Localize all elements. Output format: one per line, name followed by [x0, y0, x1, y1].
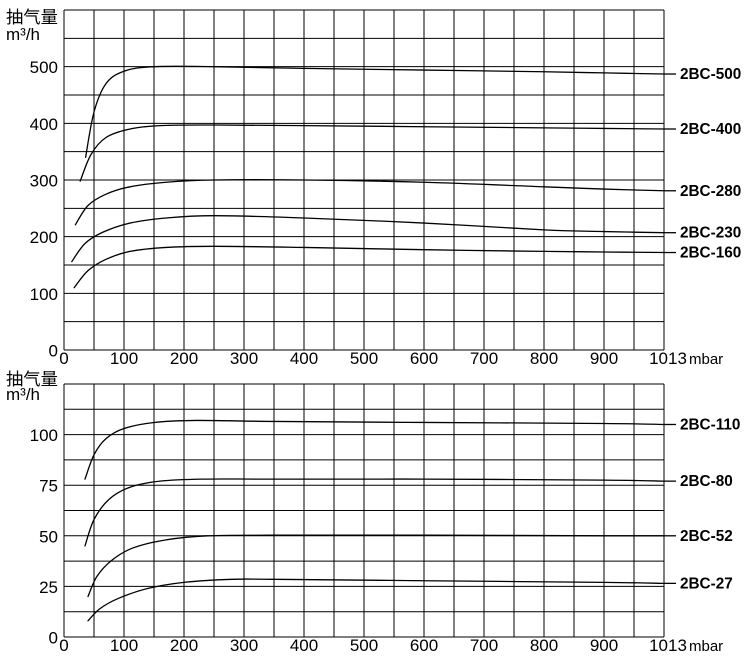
svg-text:2BC-400: 2BC-400 [680, 121, 741, 138]
svg-text:100: 100 [110, 349, 138, 368]
svg-text:500: 500 [350, 636, 378, 655]
svg-text:500: 500 [350, 349, 378, 368]
svg-text:600: 600 [410, 636, 438, 655]
svg-text:2BC-110: 2BC-110 [680, 416, 740, 433]
svg-text:mbar: mbar [689, 638, 723, 655]
svg-text:0: 0 [59, 349, 68, 368]
svg-text:抽气量: 抽气量 [6, 7, 58, 27]
svg-text:800: 800 [530, 349, 558, 368]
svg-text:300: 300 [30, 172, 58, 191]
svg-text:100: 100 [30, 426, 58, 445]
svg-text:100: 100 [110, 636, 138, 655]
svg-text:2BC-52: 2BC-52 [680, 528, 733, 545]
svg-text:400: 400 [290, 349, 318, 368]
svg-text:900: 900 [590, 349, 618, 368]
svg-text:1013: 1013 [649, 636, 687, 655]
svg-text:2BC-160: 2BC-160 [680, 245, 741, 262]
svg-text:75: 75 [39, 477, 58, 496]
svg-text:400: 400 [30, 115, 58, 134]
svg-text:700: 700 [470, 349, 498, 368]
svg-text:0: 0 [49, 629, 58, 648]
svg-text:0: 0 [49, 342, 58, 361]
svg-text:2BC-27: 2BC-27 [680, 575, 733, 592]
svg-text:0: 0 [59, 636, 68, 655]
svg-text:800: 800 [530, 636, 558, 655]
svg-text:300: 300 [230, 349, 258, 368]
svg-text:700: 700 [470, 636, 498, 655]
svg-text:200: 200 [30, 228, 58, 247]
svg-text:900: 900 [590, 636, 618, 655]
svg-text:300: 300 [230, 636, 258, 655]
svg-text:m³/h: m³/h [6, 25, 40, 44]
svg-text:mbar: mbar [689, 351, 723, 368]
svg-text:2BC-280: 2BC-280 [680, 183, 741, 200]
svg-text:100: 100 [30, 285, 58, 304]
svg-text:2BC-230: 2BC-230 [680, 225, 741, 242]
svg-text:600: 600 [410, 349, 438, 368]
svg-text:2BC-80: 2BC-80 [680, 473, 733, 490]
svg-text:1013: 1013 [649, 349, 687, 368]
svg-text:25: 25 [39, 578, 58, 597]
svg-text:500: 500 [30, 58, 58, 77]
svg-text:2BC-500: 2BC-500 [680, 66, 741, 83]
svg-text:50: 50 [39, 527, 58, 546]
svg-text:400: 400 [290, 636, 318, 655]
svg-text:200: 200 [170, 349, 198, 368]
svg-text:m³/h: m³/h [6, 385, 40, 404]
svg-text:200: 200 [170, 636, 198, 655]
